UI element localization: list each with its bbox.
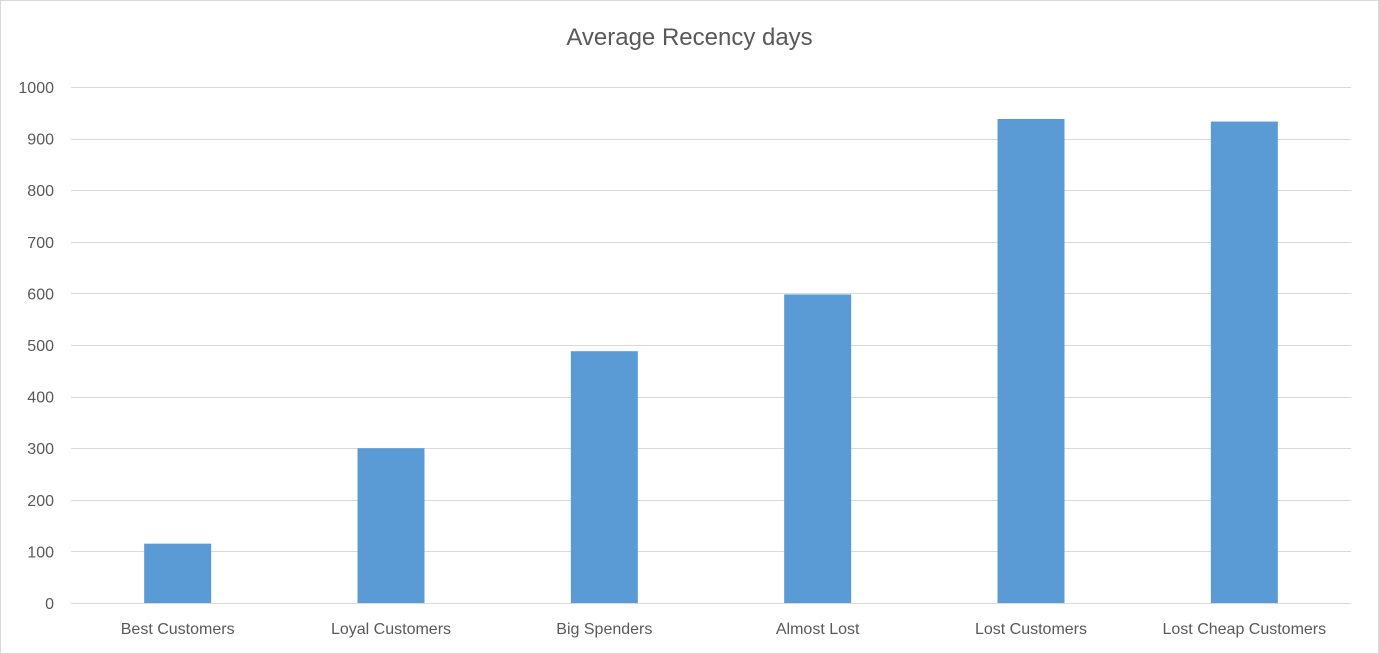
y-tick-label: 700 bbox=[27, 235, 54, 252]
bars bbox=[144, 118, 1278, 604]
y-tick-label: 800 bbox=[27, 183, 54, 200]
bar-lost-customers bbox=[997, 118, 1065, 603]
y-tick-label: 500 bbox=[27, 338, 54, 355]
x-tick-label: Loyal Customers bbox=[331, 621, 451, 638]
x-tick-label: Lost Customers bbox=[975, 621, 1087, 638]
y-tick-label: 600 bbox=[27, 286, 54, 303]
x-tick-label: Best Customers bbox=[121, 621, 235, 638]
x-tick-label: Big Spenders bbox=[556, 621, 652, 638]
y-tick-label: 100 bbox=[27, 544, 54, 561]
y-axis-ticks: 0 100 200 300 400 500 600 700 800 900 1000 bbox=[18, 80, 54, 613]
x-tick-label: Lost Cheap Customers bbox=[1163, 621, 1327, 638]
bar-almost-lost bbox=[784, 294, 852, 603]
y-tick-label: 200 bbox=[27, 493, 54, 510]
chart-title: Average Recency days bbox=[566, 24, 813, 51]
x-axis-ticks: Best Customers Loyal Customers Big Spender… bbox=[121, 621, 1326, 638]
y-tick-label: 0 bbox=[45, 596, 54, 613]
bar-big-spenders bbox=[570, 351, 638, 603]
x-tick-label: Almost Lost bbox=[776, 621, 860, 638]
y-tick-label: 400 bbox=[27, 390, 54, 407]
bar-loyal-customers bbox=[357, 448, 425, 603]
gridlines bbox=[71, 87, 1351, 604]
bar-best-customers bbox=[144, 543, 212, 603]
y-tick-label: 1000 bbox=[18, 80, 54, 97]
bar-lost-cheap-customers bbox=[1210, 121, 1278, 604]
y-tick-label: 300 bbox=[27, 441, 54, 458]
y-tick-label: 900 bbox=[27, 132, 54, 149]
